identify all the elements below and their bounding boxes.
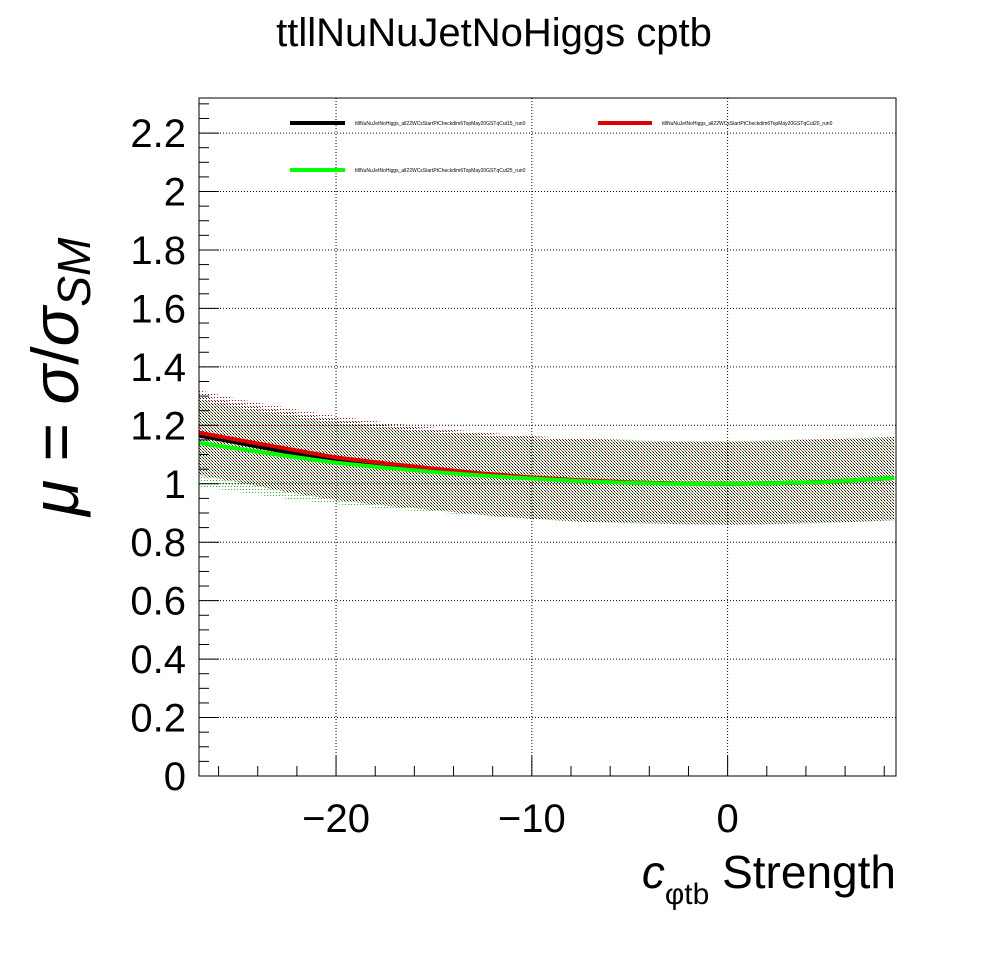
uncertainty-bands <box>199 390 895 525</box>
legend: ttllNuNuJetNoHiggs_all22WCsStartPtCheckd… <box>290 121 833 174</box>
y-axis-label-mu: μ <box>18 480 92 518</box>
x-axis: −20 −10 0 <box>218 756 885 841</box>
series-line <box>198 440 895 486</box>
y-tick-label: 2.2 <box>130 112 186 156</box>
y-tick-label: 1.8 <box>130 229 186 273</box>
plot-frame <box>198 97 897 777</box>
y-tick-label: 1.4 <box>130 346 186 390</box>
y-tick-label: 0.8 <box>130 521 186 565</box>
y-tick-label: 2 <box>164 171 186 215</box>
chart-title: ttllNuNuJetNoHiggs cptb <box>276 11 712 55</box>
x-tick-label: 0 <box>716 797 738 841</box>
x-axis-label-suffix: Strength <box>709 846 896 898</box>
y-tick-label: 0.2 <box>130 697 186 741</box>
y-tick-label: 1.6 <box>130 287 186 331</box>
legend-label: ttllNuNuJetNoHiggs_all22WCsStartPtCheckd… <box>355 121 526 127</box>
y-axis-label-subscript: SM <box>48 237 100 307</box>
y-axis: 0 0.2 0.4 0.6 0.8 1 1.2 1.4 1.6 1.8 2 2.2 <box>130 103 219 799</box>
y-tick-label: 1 <box>164 463 186 507</box>
legend-label: ttllNuNuJetNoHiggs_all22WCsStartPtCheckd… <box>662 121 833 127</box>
y-axis-label-slash: / <box>18 346 92 365</box>
series-lines <box>198 430 895 486</box>
y-tick-label: 0 <box>164 755 186 799</box>
uncertainty-band <box>199 400 895 525</box>
y-tick-label: 0.6 <box>130 580 186 624</box>
x-tick-label: −10 <box>498 797 566 841</box>
y-axis-label-sigma: σ <box>18 363 92 405</box>
y-tick-label: 1.2 <box>130 404 186 448</box>
y-tick-label: 0.4 <box>130 638 186 682</box>
y-axis-label-equals: = <box>18 405 92 480</box>
x-axis-label: cφtb Strength <box>642 846 896 911</box>
y-axis-label: μ = σ/σSM <box>18 237 100 518</box>
y-axis-label-sigma2: σ <box>18 304 92 346</box>
x-axis-label-subscript: φtb <box>665 878 709 911</box>
legend-label: ttllNuNuJetNoHiggs_all22WCsStartPtCheckd… <box>355 168 526 174</box>
x-axis-label-symbol: c <box>642 846 665 898</box>
x-tick-label: −20 <box>302 797 370 841</box>
